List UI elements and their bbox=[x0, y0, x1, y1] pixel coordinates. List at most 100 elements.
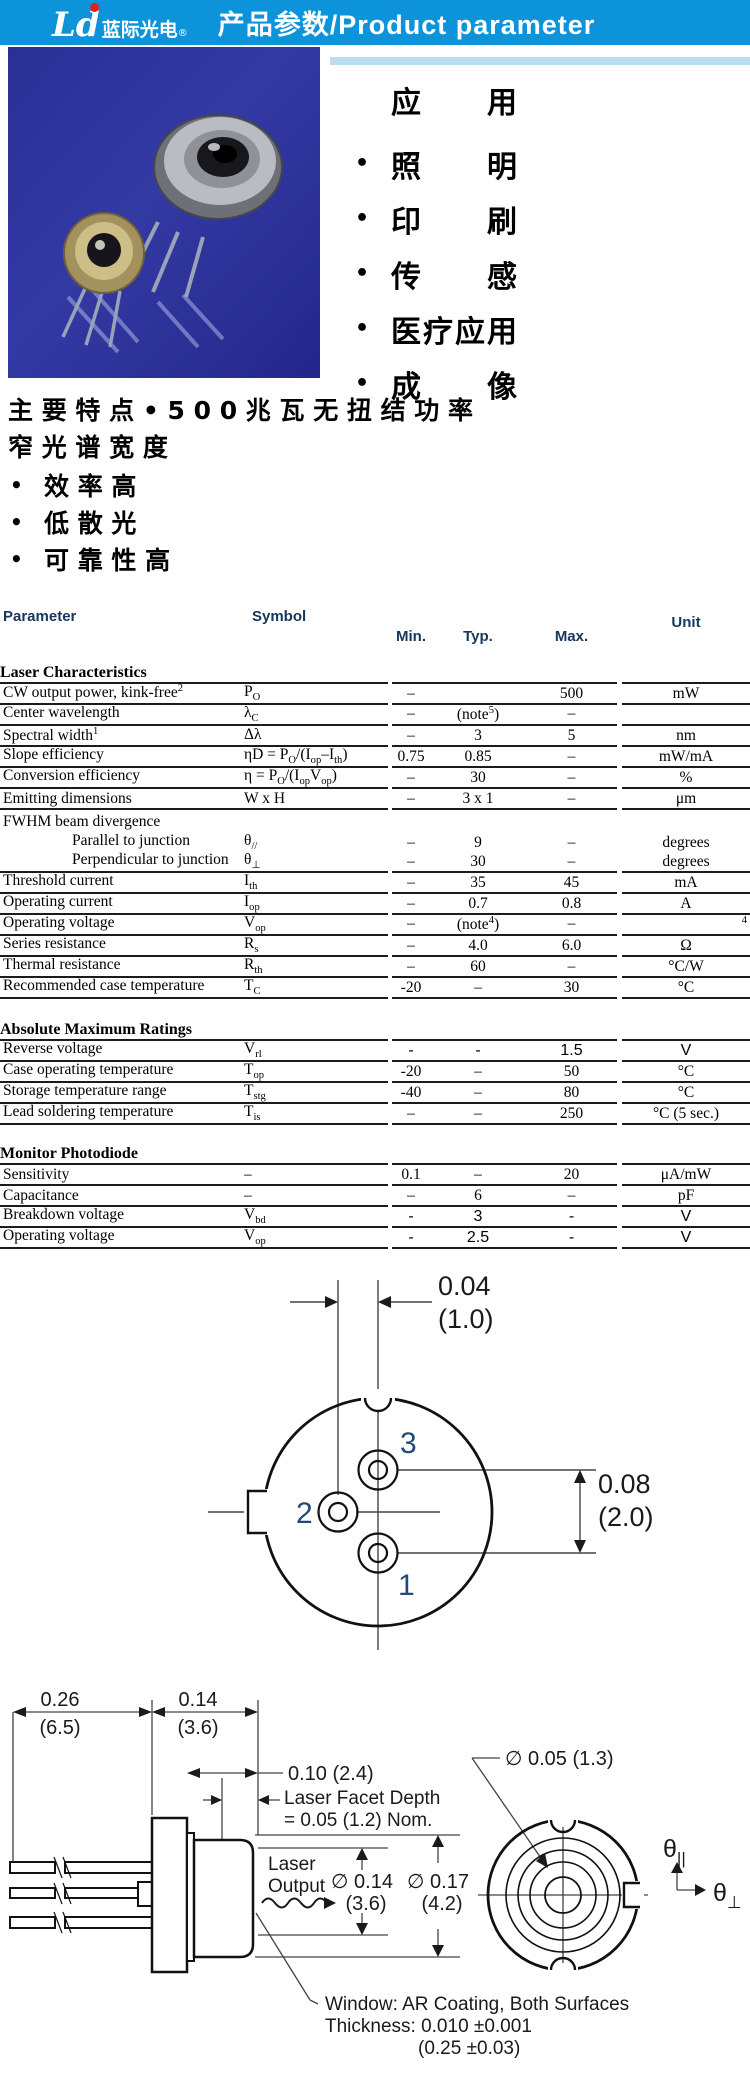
unit-cell: °C bbox=[622, 1084, 750, 1104]
unit-cell: mW bbox=[622, 685, 750, 705]
table-row: FWHM beam divergence bbox=[0, 810, 750, 831]
header-bar: Ld 蓝际光电 ® 产品参数/Product parameter bbox=[0, 0, 750, 45]
application-item: • 照 明 bbox=[355, 136, 745, 191]
param-cell: Center wavelength bbox=[3, 703, 120, 721]
table-row: Operating voltage Vop - 2.5 - V bbox=[0, 1227, 750, 1249]
unit-cell: Ω bbox=[622, 937, 750, 957]
max-cell: – bbox=[567, 958, 576, 975]
pin-1-label: 1 bbox=[398, 1569, 415, 1602]
typ-cell: 3 bbox=[474, 727, 482, 744]
unit-cell: μA/mW bbox=[622, 1166, 750, 1186]
dim-pin-pitch-mm: (2.0) bbox=[598, 1502, 654, 1532]
symbol-cell: θ⊥ bbox=[244, 850, 261, 871]
typ-cell: (note4) bbox=[456, 914, 500, 933]
min-cell: -40 bbox=[400, 1084, 422, 1101]
param-cell: Sensitivity bbox=[3, 1166, 70, 1183]
package-cap bbox=[192, 1838, 255, 1959]
logo-company-name: 蓝际光电 bbox=[101, 19, 178, 41]
table-row: Threshold current Ith – 35 45 mA bbox=[0, 871, 750, 894]
typ-cell: 4.0 bbox=[468, 937, 488, 954]
dim-cap-length: 0.10 (2.4) bbox=[288, 1763, 374, 1785]
typ-cell: 30 bbox=[470, 853, 486, 870]
col-typ: Typ. bbox=[463, 628, 493, 645]
typ-cell: 0.85 bbox=[464, 748, 492, 765]
dia-cap-in: ∅ 0.17 bbox=[407, 1871, 469, 1893]
min-cell: – bbox=[407, 853, 415, 870]
registered-mark: ® bbox=[177, 28, 188, 39]
table-row: Center wavelength λC – (note5) – bbox=[0, 703, 750, 726]
dim-body-length-in: 0.14 bbox=[179, 1689, 218, 1711]
pin-2-label: 2 bbox=[296, 1497, 313, 1530]
min-cell: – bbox=[407, 769, 415, 786]
max-cell: 50 bbox=[563, 1063, 580, 1080]
unit-cell: V bbox=[622, 1208, 750, 1228]
typ-cell: - bbox=[475, 1042, 481, 1059]
pin-3-label: 3 bbox=[400, 1427, 417, 1460]
param-cell: Spectral width1 bbox=[3, 725, 99, 744]
unit-cell: °C bbox=[622, 979, 750, 999]
param-cell: Threshold current bbox=[3, 871, 114, 889]
max-cell: – bbox=[567, 853, 576, 870]
application-item: • 传 感 bbox=[355, 246, 745, 301]
symbol-cell: Rs bbox=[244, 934, 259, 955]
bullet-icon: • bbox=[355, 316, 370, 341]
typ-cell: 3 bbox=[473, 1208, 483, 1225]
param-cell: Reverse voltage bbox=[3, 1039, 103, 1057]
table-section-title-row: Absolute Maximum Ratings bbox=[0, 1017, 750, 1041]
typ-cell bbox=[430, 685, 526, 703]
param-cell: Thermal resistance bbox=[3, 955, 121, 973]
dia-window-mm: (3.6) bbox=[345, 1893, 386, 1915]
table-row: Spectral width1 Δλ – 3 5 nm bbox=[0, 726, 750, 747]
window-note-line3: (0.25 ±0.03) bbox=[418, 2038, 520, 2059]
application-item: • 成 像 bbox=[355, 356, 745, 411]
max-cell: – bbox=[567, 914, 576, 932]
dia-cap-mm: (4.2) bbox=[421, 1893, 462, 1915]
features-list: • 效 率 高 • 低 散 光 • 可 靠 性 高 bbox=[8, 466, 488, 577]
max-cell: 45 bbox=[563, 874, 580, 891]
param-cell: Recommended case temperature bbox=[3, 976, 205, 994]
unit-cell: °C bbox=[622, 1063, 750, 1083]
unit-cell: °C/W bbox=[622, 958, 750, 978]
table-row: CW output power, kink-free2 PO – 500 mW bbox=[0, 682, 750, 705]
symbol-cell: Tis bbox=[244, 1102, 261, 1123]
unit-cell: V bbox=[622, 1042, 750, 1062]
min-cell: 0.75 bbox=[397, 748, 425, 765]
feature-item: • 低 散 光 bbox=[8, 503, 488, 540]
min-cell: – bbox=[407, 937, 415, 954]
typ-cell: 35 bbox=[470, 874, 486, 891]
param-cell: Parallel to junction bbox=[72, 831, 190, 849]
param-cell: Operating voltage bbox=[3, 913, 115, 931]
product-photo bbox=[8, 47, 320, 378]
max-cell: – bbox=[567, 790, 576, 807]
table-section-title-row: Monitor Photodiode bbox=[0, 1141, 750, 1165]
max-cell: – bbox=[567, 748, 576, 765]
table-header-row: Parameter Symbol Min. Typ. Max. Unit bbox=[0, 600, 750, 654]
table-row: Operating voltage Vop – (note4) – 4 bbox=[0, 913, 750, 936]
laser-can-large bbox=[126, 114, 283, 298]
dim-body-length-mm: (3.6) bbox=[177, 1717, 218, 1739]
min-cell: – bbox=[407, 895, 415, 912]
typ-cell: – bbox=[474, 1105, 482, 1122]
unit-cell bbox=[622, 724, 750, 726]
param-cell: Emitting dimensions bbox=[3, 790, 132, 807]
dia-window-in: ∅ 0.14 bbox=[331, 1871, 393, 1893]
max-cell: 80 bbox=[563, 1084, 580, 1101]
logo-red-dot-icon bbox=[90, 3, 99, 12]
table-row: Series resistance Rs – 4.0 6.0 Ω bbox=[0, 934, 750, 957]
bullet-icon: • bbox=[355, 371, 370, 396]
typ-cell: – bbox=[474, 1166, 482, 1183]
unit-cell: nm bbox=[622, 727, 750, 747]
symbol-cell: Top bbox=[244, 1060, 264, 1081]
application-item: • 印 刷 bbox=[355, 191, 745, 246]
typ-cell: 2.5 bbox=[466, 1229, 490, 1246]
min-cell: - bbox=[408, 1042, 414, 1059]
symbol-cell: – bbox=[244, 1187, 252, 1204]
min-cell: – bbox=[407, 914, 415, 932]
table-section-title-row: Laser Characteristics bbox=[0, 660, 750, 684]
min-cell: – bbox=[407, 790, 415, 807]
symbol-cell: PO bbox=[244, 682, 261, 703]
dim-lead-length-in: 0.26 bbox=[41, 1689, 80, 1711]
symbol-cell: Δλ bbox=[244, 725, 262, 743]
logo-mark: Ld bbox=[52, 5, 100, 45]
max-cell: - bbox=[568, 1229, 575, 1246]
